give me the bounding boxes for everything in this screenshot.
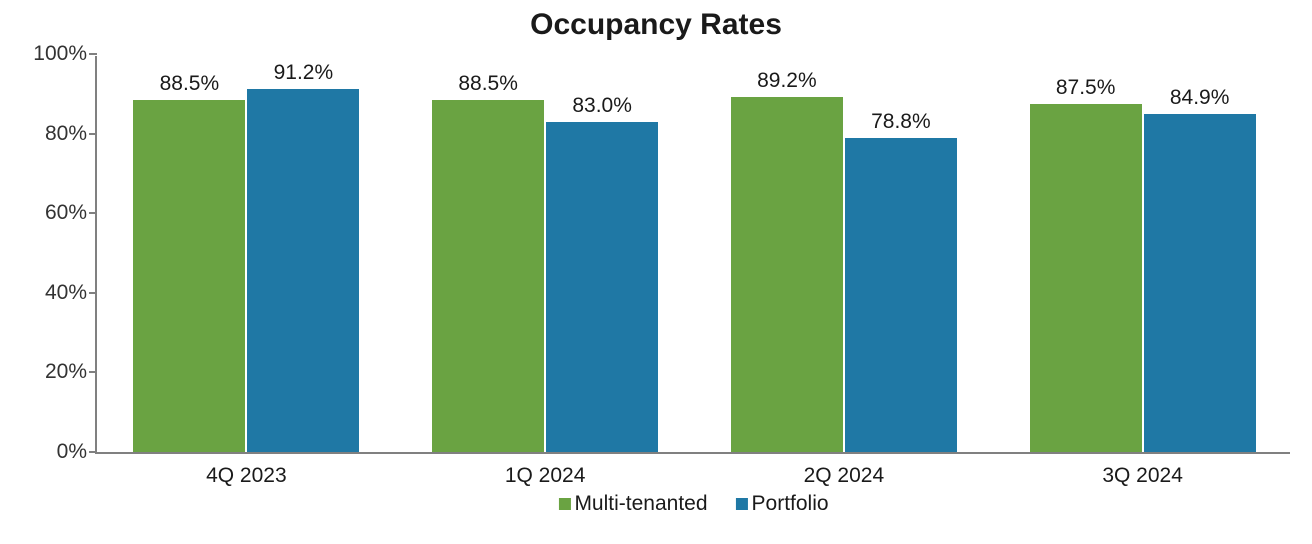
data-label: 78.8%	[871, 110, 931, 138]
y-tick-mark	[89, 451, 97, 453]
y-tick-mark	[89, 212, 97, 214]
bar-multi: 88.5%	[133, 100, 245, 452]
data-label: 84.9%	[1170, 86, 1230, 114]
bar-port: 84.9%	[1144, 114, 1256, 452]
y-tick-mark	[89, 133, 97, 135]
bar-group: 89.2%78.8%2Q 2024	[731, 56, 957, 452]
x-tick-label: 3Q 2024	[1102, 452, 1183, 488]
x-tick-label: 2Q 2024	[804, 452, 885, 488]
data-label: 83.0%	[572, 94, 632, 122]
y-tick-label: 100%	[33, 42, 97, 66]
chart-title: Occupancy Rates	[0, 8, 1312, 42]
data-label: 87.5%	[1056, 76, 1116, 104]
data-label: 88.5%	[160, 72, 220, 100]
bar-port: 78.8%	[845, 138, 957, 452]
y-tick-mark	[89, 371, 97, 373]
y-tick-mark	[89, 53, 97, 55]
legend: Multi-tenanted Portfolio	[558, 452, 828, 516]
bar-multi: 89.2%	[731, 97, 843, 452]
legend-swatch	[558, 498, 570, 510]
legend-label: Multi-tenanted	[574, 492, 707, 516]
bar-multi: 87.5%	[1030, 104, 1142, 452]
bar-multi: 88.5%	[432, 100, 544, 452]
legend-label: Portfolio	[752, 492, 829, 516]
occupancy-chart: Occupancy Rates Multi-tenantedPortfolio …	[0, 0, 1312, 544]
legend-item-multi: Multi-tenanted	[558, 492, 707, 516]
data-label: 88.5%	[458, 72, 518, 100]
bar-port: 83.0%	[546, 122, 658, 452]
x-tick-label: 1Q 2024	[505, 452, 586, 488]
legend-item-port: Portfolio	[736, 492, 829, 516]
bar-group: 88.5%83.0%1Q 2024	[432, 56, 658, 452]
bar-group: 88.5%91.2%4Q 2023	[133, 56, 359, 452]
legend-swatch	[736, 498, 748, 510]
y-tick-mark	[89, 292, 97, 294]
data-label: 89.2%	[757, 69, 817, 97]
plot-area: Multi-tenantedPortfolio 0%20%40%60%80%10…	[95, 56, 1290, 454]
bar-port: 91.2%	[247, 89, 359, 452]
data-label: 91.2%	[274, 61, 334, 89]
x-tick-label: 4Q 2023	[206, 452, 287, 488]
bar-group: 87.5%84.9%3Q 2024	[1030, 56, 1256, 452]
